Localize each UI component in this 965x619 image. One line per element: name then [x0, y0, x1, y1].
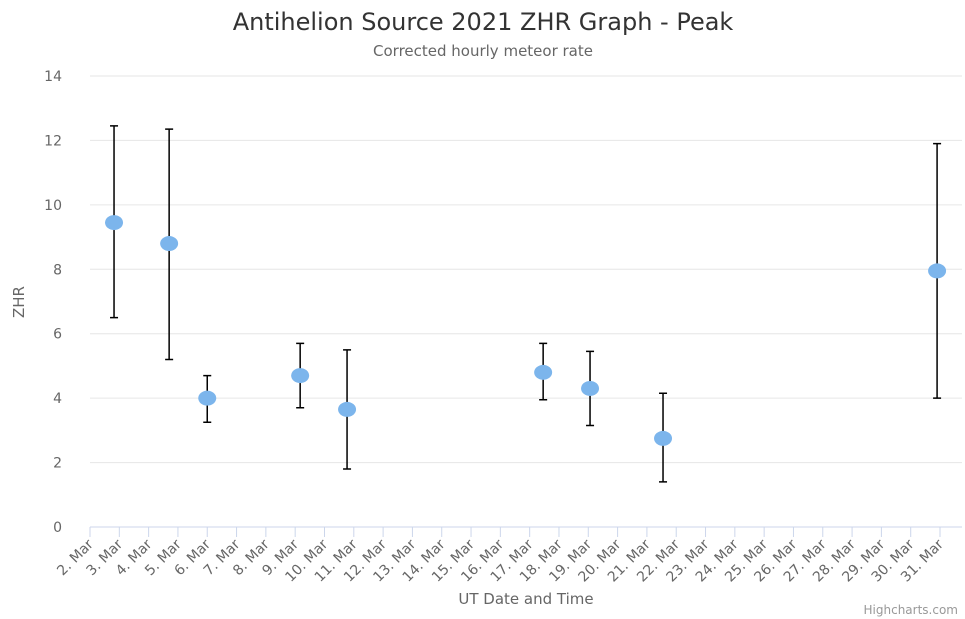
chart-subtitle: Corrected hourly meteor rate: [373, 42, 593, 60]
y-tick-label: 2: [53, 456, 62, 472]
y-tick-label: 4: [53, 391, 62, 407]
y-tick-label: 6: [53, 327, 62, 343]
credits: Highcharts.com: [864, 603, 958, 617]
point: [338, 401, 357, 417]
y-axis-label: ZHR: [10, 286, 28, 318]
y-tick-label: 10: [44, 198, 62, 214]
point: [581, 380, 600, 396]
y-tick-label: 12: [44, 133, 62, 149]
y-tick-label: 8: [53, 262, 62, 278]
point: [534, 364, 553, 380]
x-axis-label: UT Date and Time: [458, 590, 593, 608]
point: [928, 263, 947, 279]
point: [105, 215, 124, 231]
point: [291, 368, 310, 384]
y-tick-label: 0: [53, 520, 62, 536]
y-tick-label: 14: [44, 69, 62, 85]
chart-title: Antihelion Source 2021 ZHR Graph - Peak: [233, 8, 734, 36]
point: [198, 390, 217, 406]
point: [654, 430, 673, 446]
point: [160, 236, 179, 252]
